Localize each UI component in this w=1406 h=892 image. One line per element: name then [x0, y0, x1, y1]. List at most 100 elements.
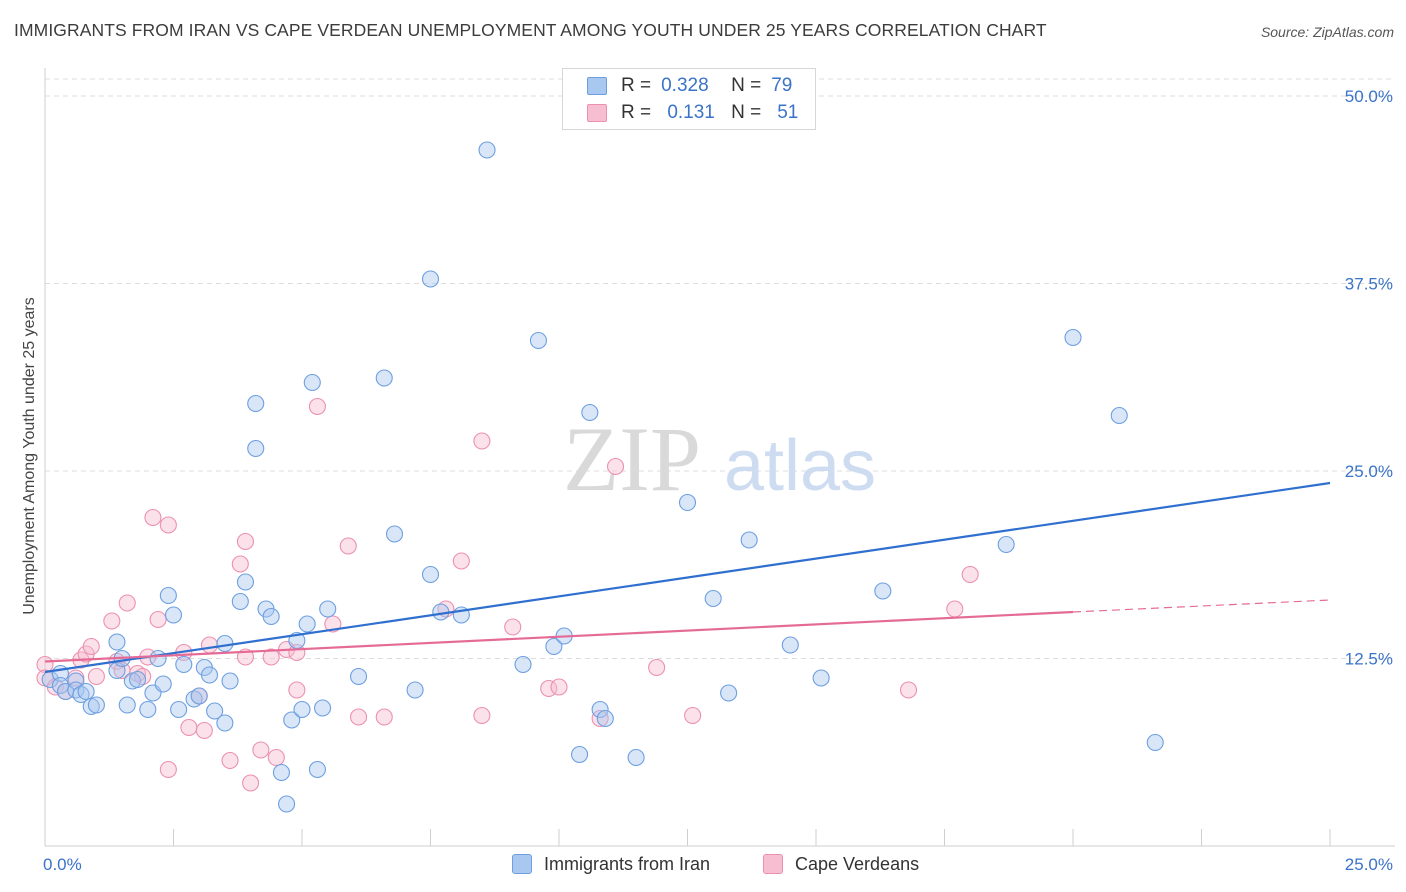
cape-verdeans-point: [684, 706, 702, 725]
iran-point: [812, 669, 830, 687]
cape-verdeans-point: [288, 681, 306, 699]
cape-verdeans-point: [242, 774, 260, 792]
cape-verdeans-point: [118, 594, 136, 612]
iran-point: [154, 675, 172, 693]
cape-verdeans-point: [349, 708, 368, 726]
cape-verdeans-point: [231, 555, 249, 573]
x-tick-label: 25.0%: [1345, 855, 1393, 874]
legend-n-value: 79: [771, 75, 793, 96]
iran-point: [591, 700, 609, 719]
cape-verdeans-point: [159, 516, 177, 534]
iran-point: [375, 369, 393, 387]
cape-verdeans-point: [375, 708, 393, 726]
legend-row-iran: R = 0.328 N = 79: [587, 74, 792, 98]
iran-point: [164, 606, 183, 624]
watermark: ZIP atlas: [563, 408, 876, 510]
cape-verdeans-point: [473, 432, 491, 450]
cape-verdeans-point: [504, 618, 522, 636]
iran-point: [87, 696, 105, 714]
cape-verdeans-point: [473, 706, 491, 725]
chart-title: IMMIGRANTS FROM IRAN VS CAPE VERDEAN UNE…: [14, 20, 1047, 40]
iran-point: [678, 493, 697, 512]
cape-verdeans-point: [252, 741, 270, 759]
cape-verdeans-point: [195, 721, 213, 740]
iran-point: [406, 681, 424, 699]
iran-point: [571, 745, 589, 764]
cape-verdeans-point: [262, 648, 280, 666]
iran-point: [190, 687, 208, 705]
iran-point: [704, 589, 722, 608]
cape-verdeans-point: [591, 709, 609, 728]
iran-point: [627, 748, 645, 767]
iran-point: [185, 690, 203, 708]
iran-point: [421, 270, 440, 288]
legend-r-value: 0.328: [661, 75, 709, 96]
iran-point: [874, 582, 892, 600]
iran-point: [231, 592, 249, 611]
cape-verdeans-point: [144, 508, 162, 527]
cape-verdeans-point: [946, 600, 964, 618]
watermark-zip: ZIP: [563, 408, 701, 510]
iran-point: [283, 711, 301, 729]
watermark-atlas: atlas: [724, 426, 876, 506]
iran-point: [308, 760, 326, 779]
legend-r-value: 0.131: [667, 102, 715, 123]
iran-point: [314, 699, 332, 717]
iran-point: [545, 637, 563, 656]
cape-verdeans-point: [221, 751, 239, 770]
iran-point: [529, 331, 547, 350]
cape-verdeans-point: [339, 537, 357, 555]
iran-point: [781, 636, 799, 654]
cape-verdeans-point: [308, 397, 326, 416]
legend-r-label: R =: [621, 75, 652, 96]
cape-verdeans-point: [159, 760, 177, 779]
iran-point: [581, 403, 599, 422]
x-tick-label: 0.0%: [43, 855, 82, 874]
iran-point: [247, 439, 265, 458]
cape-verdeans-point: [899, 681, 918, 699]
iran-point: [303, 373, 321, 392]
bottom-legend-label-iran: Immigrants from Iran: [544, 853, 711, 874]
legend-swatch-pink: [587, 104, 607, 122]
iran-trend-line: [44, 481, 1331, 674]
iran-point: [478, 141, 496, 159]
iran-point: [262, 607, 280, 626]
iran-point: [349, 667, 368, 686]
legend-r-label: R =: [621, 102, 652, 123]
legend-n-label: N =: [731, 75, 762, 96]
tick-labels: 12.5% 25.0% 37.5% 50.0% 0.0% 25.0%: [43, 87, 1393, 874]
legend-swatch-blue: [587, 77, 607, 95]
cape-verdeans-points: [36, 397, 979, 792]
cape-verdeans-trend-extension: [1072, 599, 1331, 613]
axes: [44, 68, 1395, 847]
iran-point: [170, 700, 188, 719]
iran-point: [200, 666, 219, 684]
legend-n-value: 51: [777, 102, 799, 123]
legend-row-cape-verdeans: R = 0.131 N = 51: [587, 101, 798, 125]
cape-verdeans-point: [103, 612, 121, 630]
iran-point: [421, 565, 440, 584]
iran-point: [997, 535, 1015, 554]
iran-point: [149, 649, 167, 668]
iran-point: [247, 394, 265, 413]
bottom-legend-swatch-pink: [763, 854, 783, 874]
iran-point: [298, 615, 316, 633]
iran-point: [175, 655, 193, 674]
iran-point: [139, 700, 157, 719]
iran-point: [293, 700, 311, 719]
bottom-legend-iran: Immigrants from Iran: [512, 852, 710, 876]
iran-point: [278, 795, 296, 813]
cape-verdeans-point: [82, 637, 100, 656]
iran-point: [1146, 733, 1164, 752]
cape-verdeans-point: [149, 610, 167, 629]
iran-point: [159, 586, 177, 605]
y-tick-label: 37.5%: [1345, 275, 1393, 294]
cape-verdeans-point: [550, 678, 568, 696]
bottom-legend-cape-verdeans: Cape Verdeans: [763, 852, 919, 876]
iran-point: [740, 531, 758, 549]
iran-point: [596, 709, 614, 728]
iran-point: [272, 763, 290, 782]
cape-verdeans-point: [180, 718, 198, 737]
cape-verdeans-point: [648, 658, 666, 677]
